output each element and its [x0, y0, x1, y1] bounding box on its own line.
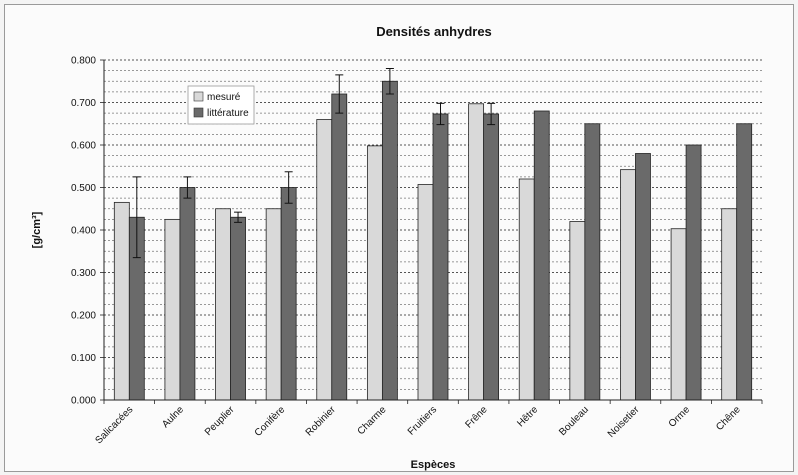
y-tick-label: 0.100	[71, 353, 96, 364]
chart-title: Densités anhydres	[376, 24, 492, 39]
bar-litterature	[280, 187, 297, 401]
bar-mesure	[316, 119, 333, 401]
error-bars	[132, 68, 496, 259]
axes	[100, 59, 763, 404]
legend-swatch-litterature	[193, 107, 204, 118]
bar-mesure	[366, 145, 383, 401]
bar-litterature	[685, 144, 702, 401]
legend: mesuré littérature	[187, 85, 255, 125]
x-tick-label: Hêtre	[515, 404, 540, 429]
x-tick-label: Frêne	[463, 404, 490, 431]
x-tick-label: Salicacées	[93, 404, 135, 446]
y-axis-label: [g/cm³]	[31, 211, 43, 248]
y-tick-label: 0.400	[71, 226, 96, 237]
x-tick-label: Chêne	[714, 404, 743, 433]
legend-label-litterature: littérature	[207, 108, 249, 119]
bar-litterature	[736, 123, 753, 401]
legend-swatch-mesure	[193, 91, 204, 102]
x-tick-label: Conifère	[253, 404, 288, 439]
bar-mesure	[569, 221, 586, 401]
bar-mesure	[417, 184, 434, 401]
bar-litterature	[483, 113, 500, 401]
x-tick-labels: Salicacées Aulne Peuplier Conifère Robinier C…	[93, 404, 743, 446]
bar-mesure	[113, 201, 130, 401]
x-tick-label: Bouleau	[557, 404, 591, 438]
bar-litterature	[635, 153, 651, 401]
bar-litterature	[381, 80, 398, 401]
legend-label-mesure: mesuré	[207, 92, 241, 103]
x-tick-label: Fruitiers	[406, 404, 439, 437]
y-tick-label: 0.500	[71, 183, 96, 194]
bar-litterature	[533, 110, 550, 401]
x-tick-label: Orme	[667, 404, 693, 430]
bar-litterature	[331, 93, 348, 401]
y-tick-label: 0.800	[71, 56, 96, 67]
x-tick-label: Robinier	[304, 404, 339, 439]
bar-mesure	[468, 103, 485, 401]
bar-mesure	[620, 169, 636, 401]
y-tick-label: 0.700	[71, 98, 96, 109]
bar-mesure	[265, 208, 282, 401]
y-tick-label: 0.200	[71, 311, 96, 322]
bar-litterature	[179, 187, 196, 401]
bar-mesure	[518, 178, 535, 401]
bar-mesure	[670, 228, 687, 401]
bars	[113, 80, 753, 401]
x-tick-label: Noisetier	[606, 404, 642, 440]
bar-mesure	[215, 208, 231, 401]
y-tick-label: 0.300	[71, 268, 96, 279]
x-axis-label: Espèces	[411, 459, 456, 471]
x-tick-label: Aulne	[160, 404, 186, 430]
y-tick-labels: 0.000 0.100 0.200 0.300 0.400 0.500 0.600 0.700…	[71, 56, 96, 407]
x-tick-label: Peuplier	[203, 404, 237, 438]
bar-litterature	[230, 216, 246, 401]
bar-mesure	[721, 208, 738, 401]
bar-litterature	[432, 113, 449, 401]
y-tick-label: 0.600	[71, 141, 96, 152]
bar-mesure	[164, 218, 181, 401]
x-tick-label: Charme	[356, 404, 389, 437]
bar-litterature	[584, 123, 601, 401]
y-tick-label: 0.000	[71, 396, 96, 407]
